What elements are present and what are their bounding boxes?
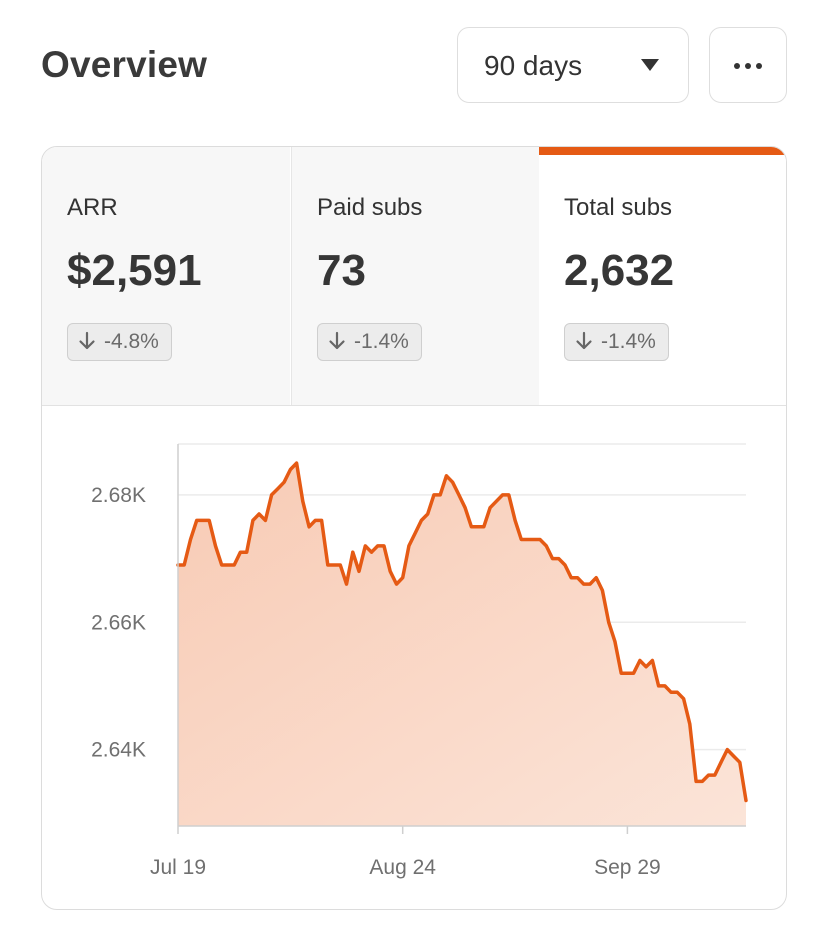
series-line bbox=[176, 461, 748, 803]
change-value: -1.4% bbox=[601, 330, 656, 353]
metric-value: $2,591 bbox=[67, 246, 202, 295]
metric-value: 2,632 bbox=[564, 246, 675, 295]
chart-area: 2.64K 2.66K 2.68K Jul 19 Aug 24 Sep 29 bbox=[42, 406, 786, 909]
caret-down-icon bbox=[641, 59, 659, 71]
x-tick-label: Jul 19 bbox=[150, 856, 206, 879]
overview-card: ARR $2,591 -4.8% Paid subs 73 -1.4% Tota… bbox=[41, 146, 787, 910]
more-horizontal-icon bbox=[734, 63, 767, 81]
y-tick-label: 2.66K bbox=[91, 611, 146, 634]
change-value: -4.8% bbox=[104, 330, 159, 353]
y-tick-label: 2.64K bbox=[91, 739, 146, 762]
metric-value: 73 bbox=[317, 246, 366, 295]
arrow-down-icon bbox=[79, 331, 95, 350]
metrics-tabs: ARR $2,591 -4.8% Paid subs 73 -1.4% Tota… bbox=[42, 147, 786, 406]
active-tab-indicator bbox=[539, 147, 786, 155]
series-area-fill bbox=[178, 463, 746, 826]
arrow-down-icon bbox=[329, 331, 345, 350]
total-subs-chart: 2.64K 2.66K 2.68K Jul 19 Aug 24 Sep 29 bbox=[91, 443, 748, 879]
x-tick-label: Sep 29 bbox=[594, 856, 661, 879]
metric-label: ARR bbox=[67, 194, 118, 221]
date-range-select[interactable]: 90 days bbox=[457, 27, 689, 103]
metric-tab-total-subs[interactable]: Total subs 2,632 -1.4% bbox=[539, 147, 786, 405]
change-value: -1.4% bbox=[354, 330, 409, 353]
metric-label: Total subs bbox=[564, 194, 673, 221]
change-badge: -1.4% bbox=[317, 323, 422, 361]
change-badge: -4.8% bbox=[67, 323, 172, 361]
arrow-down-icon bbox=[576, 331, 592, 350]
y-tick-label: 2.68K bbox=[91, 484, 146, 507]
change-badge: -1.4% bbox=[564, 323, 669, 361]
page-title: Overview bbox=[41, 44, 208, 85]
metric-tab-arr[interactable]: ARR $2,591 -4.8% bbox=[42, 147, 290, 405]
x-tick-label: Aug 24 bbox=[369, 856, 436, 879]
date-range-value: 90 days bbox=[484, 50, 583, 81]
metric-tab-paid-subs[interactable]: Paid subs 73 -1.4% bbox=[291, 147, 539, 405]
more-options-button[interactable] bbox=[709, 27, 787, 103]
metric-label: Paid subs bbox=[317, 194, 423, 221]
